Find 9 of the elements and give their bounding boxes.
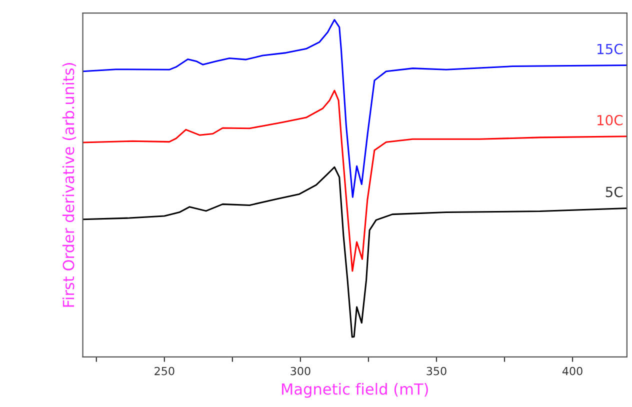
series-label: 15C xyxy=(598,44,623,54)
series-label: 5C xyxy=(606,186,623,198)
x-tick-label: 350 xyxy=(426,366,446,376)
x-tick-label: 250 xyxy=(154,366,174,376)
y-axis-title: First Order derivative (arb.units) xyxy=(62,63,76,307)
series-label: 10C xyxy=(598,114,623,126)
x-axis-title: Magnetic field (mT) xyxy=(282,382,428,398)
x-tick-label: 400 xyxy=(562,366,582,376)
x-tick-label: 300 xyxy=(290,366,310,376)
